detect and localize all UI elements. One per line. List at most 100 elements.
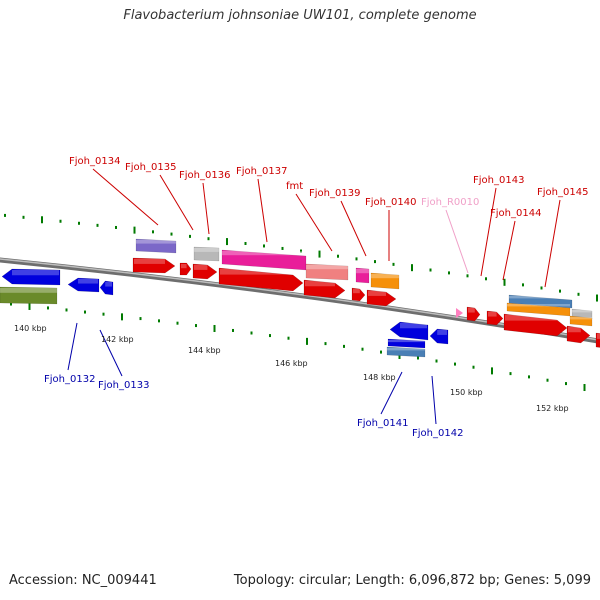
scale-label: 146 kbp: [275, 359, 308, 368]
cds-fjoh-0143a-shine: [468, 308, 475, 313]
gene-label: fmt: [286, 181, 303, 192]
leader-line: [340, 200, 367, 257]
trna-fjoh-r0010: [456, 308, 463, 318]
cds-fjoh-0133a-shine: [78, 279, 98, 284]
tick-mark: [509, 372, 512, 376]
gene-label: Fjoh_0133: [98, 380, 149, 391]
leader-line: [445, 209, 469, 274]
tick-mark: [232, 328, 234, 332]
scale-label: 150 kbp: [450, 388, 483, 397]
tick-mark: [59, 219, 62, 223]
tick-mark: [78, 221, 80, 225]
cog-box-0144b: [569, 315, 593, 327]
gene-label: Fjoh_0136: [179, 170, 230, 181]
tick-mark: [559, 289, 561, 293]
tick-mark: [306, 337, 308, 345]
gene-label: Fjoh_0142: [412, 428, 463, 439]
tick-mark: [152, 230, 154, 234]
tick-mark: [41, 216, 43, 224]
tick-mark: [540, 286, 543, 290]
cds-fjoh-0140: [366, 289, 397, 307]
tick-mark: [176, 321, 179, 325]
leader-line: [202, 182, 210, 235]
tick-mark: [263, 244, 265, 248]
cog-box-0136: [193, 246, 220, 262]
cog-box-fmt-shine: [306, 265, 348, 270]
tick-mark: [300, 249, 302, 253]
tick-mark: [170, 232, 173, 236]
leader-line: [431, 375, 437, 425]
gene-label: Fjoh_0135: [125, 162, 176, 173]
tick-mark: [10, 302, 12, 306]
tick-mark: [96, 223, 99, 227]
tick-mark: [195, 324, 197, 328]
cds-fjoh-0142-shine: [437, 330, 447, 335]
leader-line: [99, 329, 123, 377]
cds-fjoh-0136: [192, 263, 218, 280]
genome-summary: Topology: circular; Length: 6,096,872 bp…: [233, 573, 591, 588]
scale-labels: 140 kbp 142 kbp 144 kbp 146 kbp 148 kbp 150 k…: [14, 324, 569, 413]
tick-mark: [491, 367, 493, 375]
cds-fjoh-0139: [351, 287, 366, 302]
tick-mark: [158, 319, 160, 323]
leader-line: [67, 322, 78, 371]
scale-label: 144 kbp: [188, 346, 221, 355]
tick-mark: [4, 213, 6, 217]
tick-mark: [121, 313, 123, 321]
cds-fjoh-0142: [429, 328, 449, 345]
cog-box-0140-shine: [371, 274, 399, 279]
cds-fjoh-0133a: [67, 277, 100, 293]
cog-box-0134-shine: [136, 240, 176, 244]
tick-mark: [28, 302, 31, 310]
tick-mark: [435, 359, 438, 363]
gene-label: Fjoh_0137: [236, 166, 287, 177]
cog-box-0141b-shine: [387, 348, 425, 351]
cds-fmt: [303, 279, 346, 299]
cds-fjoh-0137-shine: [220, 269, 293, 275]
tick-mark: [546, 378, 549, 382]
scale-label: 142 kbp: [101, 335, 134, 344]
tick-mark: [380, 350, 382, 354]
cog-box-0145a-shine: [509, 296, 572, 299]
cds-fjoh-0133b: [99, 280, 114, 296]
tick-mark: [287, 336, 290, 340]
tick-mark: [47, 306, 49, 310]
gene-label: Fjoh_0145: [537, 187, 588, 198]
tick-mark: [22, 215, 25, 219]
leader-line: [257, 178, 268, 243]
tick-row-outer: [4, 213, 598, 302]
tick-mark: [522, 283, 524, 287]
accession-label: Accession: NC_009441: [9, 573, 157, 588]
leader-line: [544, 199, 561, 288]
cds-fjoh-0143b-shine: [488, 312, 497, 317]
tick-mark: [583, 384, 586, 392]
tick-mark: [213, 324, 216, 332]
cds-fjoh-0146-shine: [597, 334, 600, 339]
cds-fjoh-0137: [218, 267, 304, 292]
gene-label: Fjoh_0141: [357, 418, 408, 429]
cog-box-0144-shine: [507, 304, 570, 307]
cds-fjoh-0144-shine: [505, 315, 557, 321]
cds-fjoh-0140-shine: [368, 291, 386, 296]
tick-mark: [133, 226, 136, 234]
cog-box-0132-shine: [0, 288, 57, 293]
leader-line: [92, 168, 159, 226]
cds-fjoh-0145-shine: [568, 327, 581, 333]
cog-box-0137-shine: [222, 251, 306, 256]
tick-mark: [244, 241, 247, 245]
cds-fjoh-0141: [389, 321, 429, 341]
tick-mark: [115, 225, 117, 229]
tick-mark: [281, 246, 284, 250]
cds-fjoh-0132-shine: [12, 270, 59, 276]
tick-mark: [528, 375, 530, 379]
cds-fjoh-0135-shine: [181, 264, 187, 269]
cds-fjoh-0144: [503, 313, 568, 337]
cog-box-0134: [135, 238, 177, 254]
tick-mark: [337, 254, 339, 258]
tick-mark: [417, 356, 419, 360]
gene-label: Fjoh_0143: [473, 175, 524, 186]
tick-mark: [102, 312, 105, 316]
tick-mark: [429, 268, 432, 272]
